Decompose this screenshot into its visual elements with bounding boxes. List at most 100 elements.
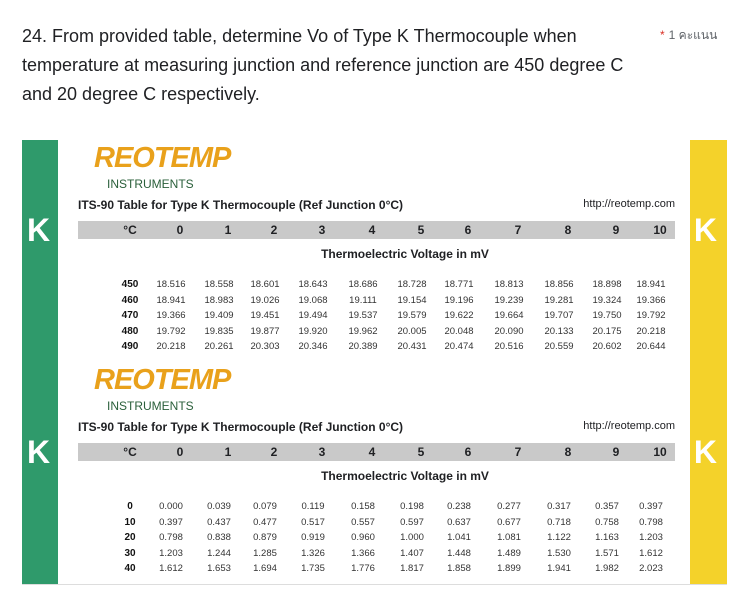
table-cell: 20.048 bbox=[444, 325, 474, 337]
row-label: 490 bbox=[121, 341, 139, 353]
table-cell: 19.664 bbox=[494, 310, 524, 322]
table-cell: 20.389 bbox=[348, 341, 378, 353]
table-cell: 1.694 bbox=[253, 563, 277, 575]
table-cell: 1.817 bbox=[400, 563, 424, 575]
row-label: 480 bbox=[121, 325, 139, 337]
column-header: 3 bbox=[318, 445, 326, 459]
column-header: 5 bbox=[417, 223, 425, 237]
table-cell: 1.000 bbox=[400, 532, 424, 544]
column-header: 2 bbox=[270, 223, 278, 237]
logo: REOTEMP bbox=[94, 142, 231, 174]
table-cell: 0.317 bbox=[547, 501, 571, 512]
table-cell: 0.357 bbox=[595, 501, 619, 512]
table-cell: 1.571 bbox=[595, 547, 619, 559]
table-cell: 0.758 bbox=[595, 516, 619, 528]
row-label: 0 bbox=[127, 501, 133, 512]
table-cell: 1.407 bbox=[400, 547, 424, 559]
table-cell: 20.602 bbox=[592, 341, 622, 353]
table-cell: 20.005 bbox=[397, 325, 427, 337]
side-label-left: K bbox=[27, 434, 51, 470]
table-cell: 19.366 bbox=[156, 310, 186, 322]
question-text: 24. From provided table, determine Vo of… bbox=[22, 22, 642, 109]
table-cell: 1.612 bbox=[159, 563, 183, 575]
table-cell: 20.303 bbox=[250, 341, 280, 353]
column-header: 6 bbox=[464, 445, 472, 459]
table-cell: 19.281 bbox=[544, 294, 574, 306]
logo-subtitle: INSTRUMENTS bbox=[107, 177, 194, 191]
table-cell: 19.750 bbox=[592, 310, 622, 322]
table-cell: 0.079 bbox=[253, 501, 277, 512]
table-cell: 1.899 bbox=[497, 563, 521, 575]
table-cell: 19.792 bbox=[636, 310, 666, 322]
header-band bbox=[78, 443, 675, 461]
table-cell: 0.677 bbox=[497, 516, 521, 528]
table-cell: 1.203 bbox=[639, 532, 663, 544]
table-cell: 20.175 bbox=[592, 325, 622, 337]
table-cell: 19.239 bbox=[494, 294, 524, 306]
column-header: 0 bbox=[176, 223, 184, 237]
table-cell: 0.198 bbox=[400, 501, 424, 512]
column-header: 0 bbox=[176, 445, 184, 459]
caption: Thermoelectric Voltage in mV bbox=[321, 469, 489, 483]
table-cell: 18.898 bbox=[592, 279, 622, 290]
table-cell: 19.451 bbox=[250, 310, 280, 322]
column-header: 9 bbox=[612, 445, 620, 459]
table-cell: 18.686 bbox=[348, 279, 378, 290]
table-cell: 19.835 bbox=[204, 325, 234, 337]
table-cell: 0.039 bbox=[207, 501, 231, 512]
column-header: 10 bbox=[653, 445, 667, 459]
table-image: K K REOTEMP INSTRUMENTS ITS-90 Table for Typ… bbox=[22, 362, 727, 585]
table-cell: 18.643 bbox=[298, 279, 328, 290]
table-cell: 19.792 bbox=[156, 325, 186, 337]
required-mark: * bbox=[660, 28, 665, 42]
table-cell: 19.409 bbox=[204, 310, 234, 322]
table-cell: 18.856 bbox=[544, 279, 574, 290]
table-title: ITS-90 Table for Type K Thermocouple (Re… bbox=[78, 198, 404, 212]
table-cell: 1.735 bbox=[301, 563, 325, 575]
table-cell: 20.474 bbox=[444, 341, 474, 353]
table-cell: 1.448 bbox=[447, 547, 471, 559]
table-cell: 1.530 bbox=[547, 547, 571, 559]
table-cell: 19.366 bbox=[636, 294, 666, 306]
table-cell: 19.026 bbox=[250, 294, 280, 306]
table-cell: 1.612 bbox=[639, 547, 663, 559]
table-cell: 20.261 bbox=[204, 341, 234, 353]
table-cell: 18.516 bbox=[156, 279, 186, 290]
table-cell: 0.919 bbox=[301, 532, 325, 544]
table-title: ITS-90 Table for Type K Thermocouple (Re… bbox=[78, 420, 404, 434]
table-cell: 1.366 bbox=[351, 547, 375, 559]
logo-subtitle: INSTRUMENTS bbox=[107, 399, 194, 413]
table-cell: 0.637 bbox=[447, 516, 471, 528]
table-cell: 0.517 bbox=[301, 516, 325, 528]
table-cell: 0.718 bbox=[547, 516, 571, 528]
yellow-strip bbox=[690, 362, 727, 584]
table-cell: 0.597 bbox=[400, 516, 424, 528]
table-cell: 19.111 bbox=[349, 294, 377, 306]
table-cell: 20.431 bbox=[397, 341, 427, 353]
table-cell: 0.000 bbox=[159, 501, 183, 512]
table-cell: 0.397 bbox=[159, 516, 183, 528]
table-cell: 0.277 bbox=[497, 501, 521, 512]
yellow-strip bbox=[690, 140, 727, 362]
table-cell: 19.707 bbox=[544, 310, 574, 322]
table-cell: 18.601 bbox=[250, 279, 280, 290]
table-cell: 0.477 bbox=[253, 516, 277, 528]
url: http://reotemp.com bbox=[583, 198, 675, 210]
table-cell: 19.877 bbox=[250, 325, 280, 337]
table-cell: 1.858 bbox=[447, 563, 471, 575]
question-number: 24. bbox=[22, 26, 48, 46]
table-cell: 1.776 bbox=[351, 563, 375, 575]
column-header: 7 bbox=[514, 223, 522, 237]
table-cell: 1.941 bbox=[547, 563, 571, 575]
table-cell: 0.960 bbox=[351, 532, 375, 544]
row-label: 30 bbox=[124, 547, 136, 559]
column-header: 10 bbox=[653, 223, 667, 237]
header-band bbox=[78, 221, 675, 239]
table-cell: 19.962 bbox=[348, 325, 378, 337]
row-label: 20 bbox=[124, 532, 136, 544]
table-cell: 18.728 bbox=[397, 279, 427, 290]
column-header: 5 bbox=[417, 445, 425, 459]
table-cell: 2.023 bbox=[639, 563, 663, 575]
table-cell: 19.196 bbox=[444, 294, 474, 306]
green-strip bbox=[22, 140, 58, 362]
